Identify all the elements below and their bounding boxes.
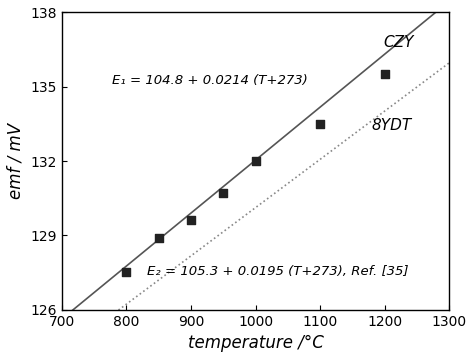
X-axis label: temperature /°C: temperature /°C [188,334,324,352]
Point [187,218,195,223]
Text: E₂ = 105.3 + 0.0195 (T+273), Ref. [35]: E₂ = 105.3 + 0.0195 (T+273), Ref. [35] [147,265,409,278]
Text: CZY: CZY [383,35,414,50]
Point [219,190,227,196]
Y-axis label: emf / mV: emf / mV [7,123,25,199]
Point [317,121,324,127]
Point [252,158,259,164]
Point [123,270,130,275]
Point [155,235,163,241]
Point [381,71,389,77]
Text: 8YDT: 8YDT [372,118,412,133]
Text: E₁ = 104.8 + 0.0214 (T+273): E₁ = 104.8 + 0.0214 (T+273) [112,74,308,87]
